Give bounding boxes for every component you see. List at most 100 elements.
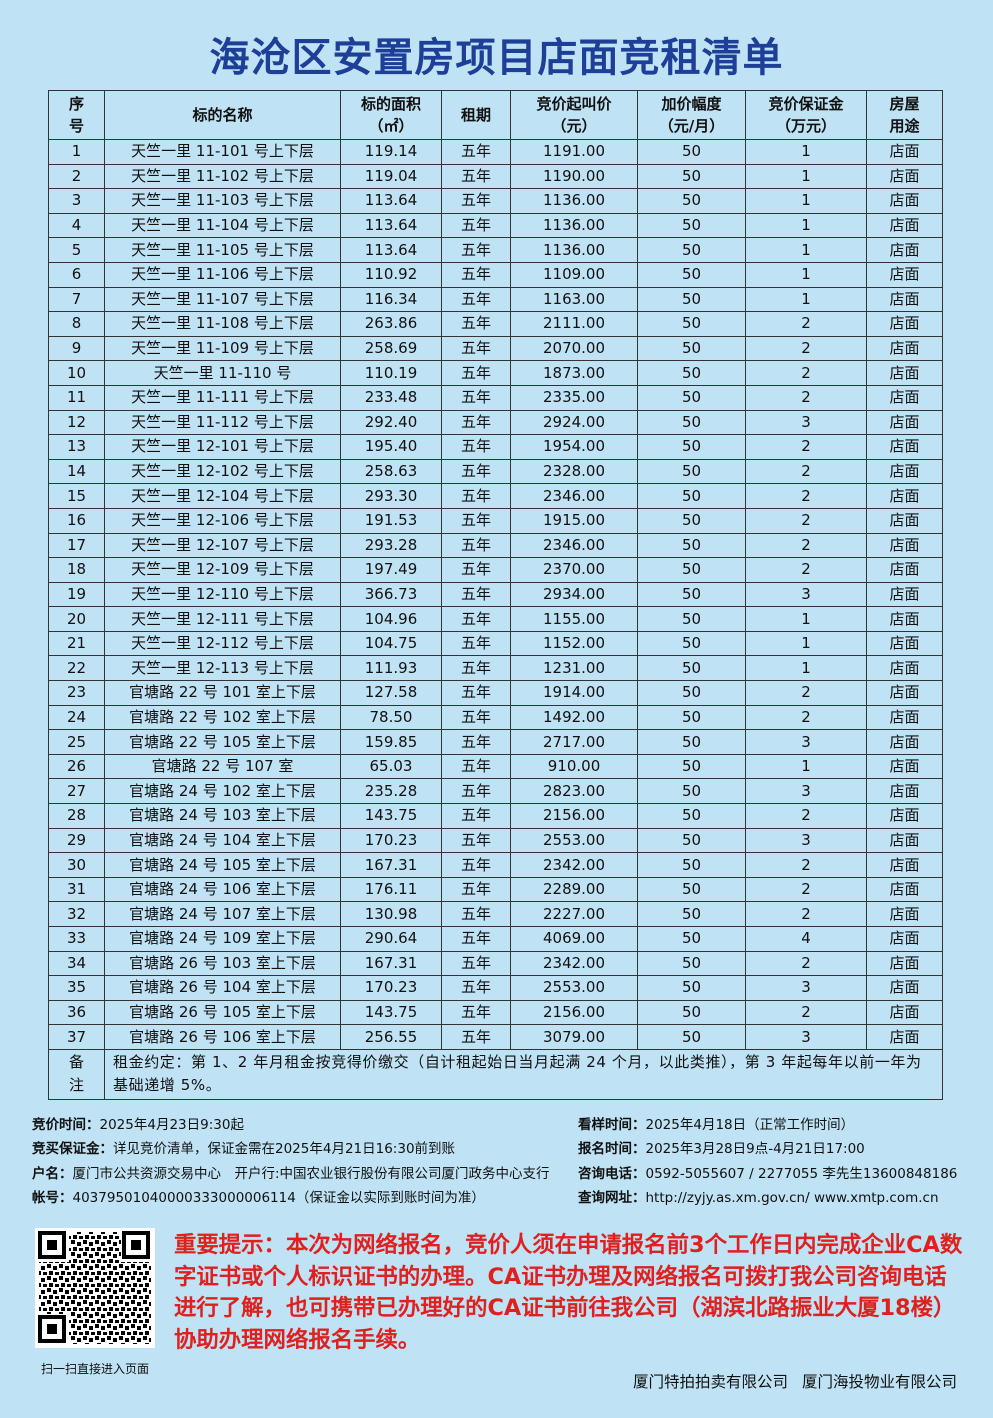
table-cell: 五年 [441, 901, 511, 927]
info-label: 户名： [32, 1165, 73, 1182]
header-text: 租期 [460, 106, 491, 124]
table-cell: 50 [637, 999, 746, 1026]
table-cell: 197.49 [340, 557, 442, 583]
table-cell: 天竺一里 11-111 号上下层 [104, 384, 341, 411]
table-cell: 店面 [866, 507, 943, 534]
table-cell: 五年 [441, 999, 511, 1026]
table-cell: 50 [637, 286, 746, 313]
note-text: 租金约定：第 1、2 年月租金按竞得价缴交（自计租起始日当月起满 24 个月，以… [104, 1048, 943, 1100]
table-cell: 店面 [866, 827, 943, 854]
info-label: 看样时间： [578, 1117, 646, 1133]
table-cell: 官塘路 24 号 102 室上下层 [104, 778, 341, 805]
table-cell: 官塘路 26 号 106 室上下层 [104, 1024, 341, 1050]
table-cell: 3 [745, 827, 867, 854]
table-cell: 50 [637, 212, 746, 239]
table-cell: 五年 [441, 483, 511, 509]
table-row: 1 天竺一里 11-101 号上下层 119.14 五年 1191.00 50 1 店面 [48, 139, 943, 165]
table-cell: 258.63 [340, 458, 442, 485]
table-cell: 1191.00 [510, 139, 638, 165]
table-cell: 36 [48, 999, 105, 1026]
table-cell: 五年 [441, 581, 511, 608]
info-label: 咨询电话： [578, 1165, 646, 1182]
table-cell: 50 [637, 458, 746, 485]
table-cell: 店面 [866, 557, 943, 583]
table-cell: 店面 [866, 163, 943, 190]
table-cell: 店面 [866, 532, 943, 559]
table-cell: 37 [48, 1024, 105, 1050]
table-cell: 五年 [441, 655, 511, 682]
table-cell: 2 [745, 434, 867, 460]
table-cell: 50 [637, 483, 746, 509]
table-cell: 3 [745, 975, 867, 1001]
table-row: 29 官塘路 24 号 104 室上下层 170.23 五年 2553.00 50 3 店面 [48, 827, 943, 854]
table-row: 21 天竺一里 12-112 号上下层 104.75 五年 1152.00 50 1 店面 [48, 630, 943, 657]
table-cell: 50 [637, 926, 746, 952]
header-text: 号 [68, 117, 84, 135]
table-cell: 143.75 [340, 803, 442, 829]
table-cell: 五年 [441, 557, 511, 583]
table-cell: 1109.00 [510, 261, 638, 288]
table-cell: 官塘路 22 号 107 室 [104, 753, 341, 780]
table-cell: 五年 [441, 704, 511, 731]
table-cell: 2 [745, 532, 867, 559]
table-cell: 50 [637, 852, 746, 878]
table-cell: 13 [48, 434, 105, 460]
table-cell: 店面 [866, 139, 943, 165]
table-cell: 127.58 [340, 680, 442, 706]
table-cell: 1 [745, 606, 867, 632]
table-cell: 5 [48, 237, 105, 263]
table-cell: 五年 [441, 212, 511, 239]
table-cell: 27 [48, 778, 105, 805]
table-cell: 五年 [441, 680, 511, 706]
table-cell: 4069.00 [510, 926, 638, 952]
table-cell: 20 [48, 606, 105, 632]
table-cell: 1231.00 [510, 655, 638, 682]
table-cell: 店面 [866, 803, 943, 829]
table-row: 7 天竺一里 11-107 号上下层 116.34 五年 1163.00 50 1 店面 [48, 286, 943, 313]
table-cell: 官塘路 24 号 109 室上下层 [104, 926, 341, 952]
table-cell: 7 [48, 286, 105, 313]
table-cell: 天竺一里 11-112 号上下层 [104, 409, 341, 436]
table-cell: 店面 [866, 1024, 943, 1050]
table-cell: 2346.00 [510, 532, 638, 559]
table-cell: 50 [637, 876, 746, 903]
info-line: 看样时间：2025年4月18日（正常工作时间） [578, 1113, 957, 1137]
table-row: 6 天竺一里 11-106 号上下层 110.92 五年 1109.00 50 1 店面 [48, 261, 943, 288]
table-cell: 五年 [441, 311, 511, 337]
table-cell: 10 [48, 360, 105, 386]
table-cell: 店面 [866, 729, 943, 755]
table-cell: 1954.00 [510, 434, 638, 460]
header-cell: 租期 [441, 90, 511, 140]
header-text: （万元） [775, 117, 836, 135]
table-cell: 官塘路 24 号 106 室上下层 [104, 876, 341, 903]
table-cell: 290.64 [340, 926, 442, 952]
table-cell: 五年 [441, 753, 511, 780]
table-cell: 50 [637, 827, 746, 854]
table-cell: 111.93 [340, 655, 442, 682]
table-row: 14 天竺一里 12-102 号上下层 258.63 五年 2328.00 50 2 店面 [48, 458, 943, 485]
info-value: 2025年3月28日9点-4月21日17:00 [645, 1141, 865, 1158]
table-cell: 50 [637, 753, 746, 780]
table-cell: 170.23 [340, 827, 442, 854]
table-cell: 店面 [866, 630, 943, 657]
table-row: 9 天竺一里 11-109 号上下层 258.69 五年 2070.00 50 2 店面 [48, 335, 943, 362]
table-cell: 天竺一里 11-101 号上下层 [104, 139, 341, 165]
header-cell: 加价幅度 （元/月） [637, 90, 746, 140]
table-cell: 50 [637, 950, 746, 977]
header-cell: 序号 [48, 90, 105, 140]
table-cell: 32 [48, 901, 105, 927]
table-cell: 2 [745, 507, 867, 534]
table-cell: 天竺一里 11-104 号上下层 [104, 212, 341, 239]
table-cell: 8 [48, 311, 105, 337]
table-cell: 110.19 [340, 360, 442, 386]
qr-code [35, 1228, 155, 1348]
table-cell: 3 [745, 409, 867, 436]
table-cell: 3 [745, 778, 867, 805]
info-line: 查询网址：http://zyjy.as.xm.gov.cn/ www.xmtp.… [578, 1186, 957, 1210]
info-value: 40379501040000333000006114（保证金以实际到账时间为准） [72, 1189, 485, 1206]
table-cell: 店面 [866, 311, 943, 337]
table-cell: 天竺一里 12-112 号上下层 [104, 630, 341, 657]
table-cell: 2342.00 [510, 852, 638, 878]
table-cell: 1 [48, 139, 105, 165]
